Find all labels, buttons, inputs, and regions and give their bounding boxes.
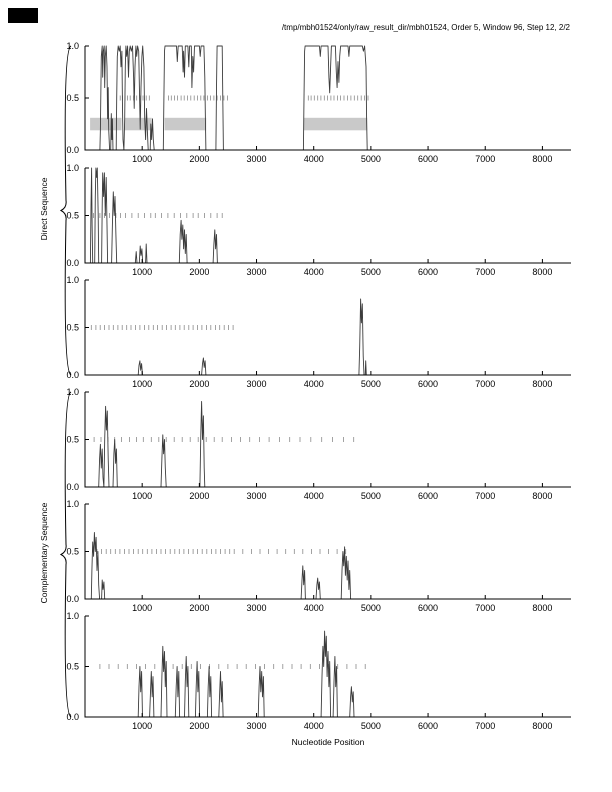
x-tick-label: 4000 — [304, 491, 324, 501]
x-tick-label: 4000 — [304, 154, 324, 164]
x-tick-label: 6000 — [418, 154, 438, 164]
x-tick-label: 6000 — [418, 721, 438, 731]
figure-title: /tmp/mbh01524/only/raw_result_dir/mbh015… — [281, 23, 570, 32]
x-tick-label: 8000 — [532, 379, 552, 389]
x-tick-label: 7000 — [475, 491, 495, 501]
x-tick-label: 4000 — [304, 267, 324, 277]
panel-1: 1.0 0.5 0.0 1000 2000 3000 4000 5000 6000 7000 800… — [66, 41, 571, 164]
x-tick-label: 5000 — [361, 154, 381, 164]
y-tick-label: 0.5 — [66, 93, 79, 103]
x-tick-label: 6000 — [418, 267, 438, 277]
x-tick-label: 8000 — [532, 491, 552, 501]
y-tick-label: 0.0 — [66, 594, 79, 604]
x-tick-label: 4000 — [304, 379, 324, 389]
probability-trace — [85, 167, 571, 264]
panel-4: 1.0 0.5 0.0 1000 2000 3000 4000 5000 6000 7000 800… — [66, 387, 571, 501]
y-tick-label: 0.0 — [66, 370, 79, 380]
x-tick-label: 2000 — [189, 491, 209, 501]
x-tick-label: 5000 — [361, 491, 381, 501]
x-tick-label: 5000 — [361, 721, 381, 731]
group-brace — [59, 391, 72, 718]
y-tick-label: 0.0 — [66, 145, 79, 155]
y-tick-label: 0.0 — [66, 482, 79, 492]
x-tick-label: 3000 — [247, 154, 267, 164]
y-tick-label: 1.0 — [66, 499, 79, 509]
probability-trace — [85, 532, 571, 600]
y-tick-label: 1.0 — [66, 275, 79, 285]
x-tick-label: 6000 — [418, 603, 438, 613]
x-tick-label: 5000 — [361, 267, 381, 277]
x-tick-label: 1000 — [132, 721, 152, 731]
x-tick-label: 1000 — [132, 154, 152, 164]
panel-3: 1.0 0.5 0.0 1000 2000 3000 4000 5000 6000 7000 800… — [66, 275, 571, 389]
x-tick-label: 3000 — [247, 379, 267, 389]
x-tick-label: 7000 — [475, 721, 495, 731]
y-tick-label: 1.0 — [66, 41, 79, 51]
x-tick-label: 2000 — [189, 154, 209, 164]
x-tick-label: 7000 — [475, 154, 495, 164]
y-tick-label: 0.0 — [66, 712, 79, 722]
x-tick-label: 4000 — [304, 603, 324, 613]
y-tick-label: 0.5 — [66, 435, 79, 445]
gene-region — [304, 117, 368, 131]
x-tick-label: 7000 — [475, 267, 495, 277]
x-tick-label: 3000 — [247, 721, 267, 731]
x-tick-label: 1000 — [132, 267, 152, 277]
probability-trace — [85, 630, 571, 718]
panel-2: 1.0 0.5 0.0 1000 2000 3000 4000 5000 6000 7000 800… — [66, 163, 571, 277]
x-tick-label: 1000 — [132, 379, 152, 389]
x-tick-label: 2000 — [189, 267, 209, 277]
y-tick-label: 0.5 — [66, 547, 79, 557]
gene-region — [164, 117, 207, 131]
x-tick-label: 2000 — [189, 603, 209, 613]
x-tick-label: 8000 — [532, 603, 552, 613]
x-tick-label: 6000 — [418, 491, 438, 501]
y-tick-label: 0.5 — [66, 662, 79, 672]
x-tick-label: 7000 — [475, 603, 495, 613]
x-axis-label: Nucleotide Position — [291, 737, 365, 747]
x-tick-label: 3000 — [247, 267, 267, 277]
x-tick-label: 8000 — [532, 154, 552, 164]
probability-trace — [85, 401, 571, 488]
y-tick-label: 1.0 — [66, 611, 79, 621]
probability-trace — [85, 298, 571, 376]
y-tick-label: 1.0 — [66, 387, 79, 397]
group-brace — [59, 45, 72, 376]
x-tick-label: 1000 — [132, 491, 152, 501]
x-tick-label: 8000 — [532, 267, 552, 277]
x-tick-label: 5000 — [361, 603, 381, 613]
y-tick-label: 0.0 — [66, 258, 79, 268]
probability-trace — [85, 45, 571, 151]
x-tick-label: 3000 — [247, 603, 267, 613]
x-tick-label: 1000 — [132, 603, 152, 613]
x-tick-label: 6000 — [418, 379, 438, 389]
x-tick-label: 8000 — [532, 721, 552, 731]
y-tick-label: 1.0 — [66, 163, 79, 173]
y-tick-label: 0.5 — [66, 211, 79, 221]
x-tick-label: 5000 — [361, 379, 381, 389]
gene-region — [90, 117, 122, 131]
axis — [84, 392, 571, 488]
panel-5: 1.0 0.5 0.0 1000 2000 3000 4000 5000 6000 7000 800… — [66, 499, 571, 613]
axis — [84, 504, 571, 600]
x-tick-label: 3000 — [247, 491, 267, 501]
corner-mark — [8, 8, 38, 23]
x-tick-label: 7000 — [475, 379, 495, 389]
axis — [84, 168, 571, 264]
panel-6: 1.0 0.5 0.0 1000 2000 3000 4000 5000 6000 7000 800… — [66, 611, 571, 731]
y-tick-label: 0.5 — [66, 323, 79, 333]
x-tick-label: 4000 — [304, 721, 324, 731]
x-tick-label: 2000 — [189, 721, 209, 731]
x-tick-label: 2000 — [189, 379, 209, 389]
